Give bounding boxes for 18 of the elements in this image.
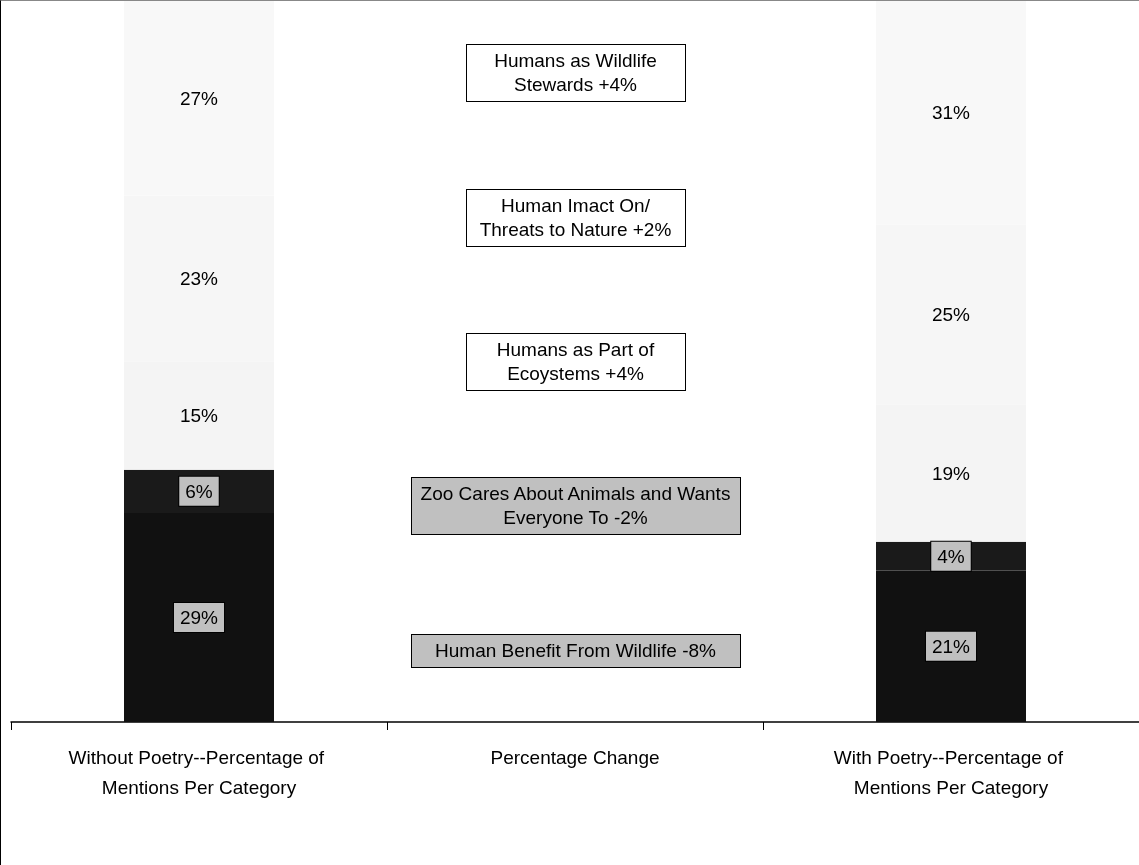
data-label: 6%: [185, 480, 213, 502]
text-box: Human Benefit From Wildlife -8%: [410, 633, 741, 668]
text-box: Zoo Cares About Animals and Wants Everyone To -2%: [410, 477, 741, 536]
data-label: 21%: [931, 635, 971, 657]
data-label: 15%: [179, 405, 219, 427]
text-box: Humans as Part of Ecoystems +4%: [465, 333, 686, 391]
x-tick-label: With Poetry--Percentage of Mentions Per Category: [833, 746, 1069, 798]
x-tick-label: Percentage Change: [490, 746, 660, 768]
data-label: 31%: [931, 102, 971, 124]
text-box: Human Imact On/ Threats to Nature +2%: [465, 188, 686, 247]
data-label: 25%: [931, 304, 971, 326]
data-label: 4%: [937, 545, 965, 567]
x-tick-label: Without Poetry--Percentage of Mentions Per Category: [68, 746, 330, 798]
text-box: Humans as Wildlife Stewards +4%: [465, 44, 686, 103]
data-label: 19%: [931, 462, 971, 484]
data-label: 29%: [179, 606, 219, 628]
data-label: 27%: [179, 87, 219, 109]
data-label: 23%: [179, 268, 219, 290]
